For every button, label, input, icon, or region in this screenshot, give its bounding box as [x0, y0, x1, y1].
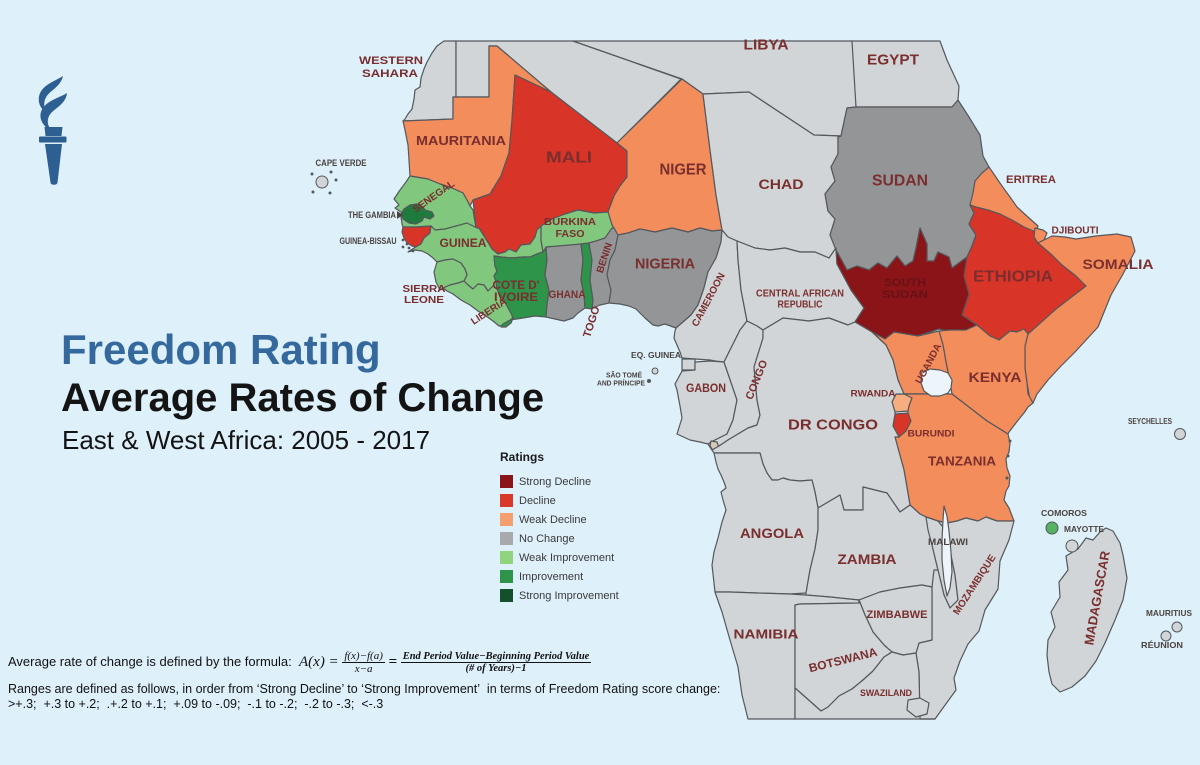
svg-text:BURKINA: BURKINA	[544, 216, 596, 228]
svg-text:ANGOLA: ANGOLA	[740, 525, 804, 541]
svg-text:NAMIBIA: NAMIBIA	[734, 627, 800, 642]
svg-text:COTE D': COTE D'	[493, 280, 540, 292]
svg-text:THE GAMBIA: THE GAMBIA	[348, 210, 396, 220]
svg-text:SOMALIA: SOMALIA	[1083, 256, 1154, 272]
svg-text:SEYCHELLES: SEYCHELLES	[1128, 416, 1172, 426]
svg-text:SUDAN: SUDAN	[872, 173, 928, 190]
svg-text:ETHIOPIA: ETHIOPIA	[973, 269, 1053, 286]
svg-text:CAPE VERDE: CAPE VERDE	[316, 158, 367, 168]
svg-text:SUDAN: SUDAN	[882, 289, 928, 301]
svg-text:AND PRÍNCIPE: AND PRÍNCIPE	[597, 379, 645, 388]
svg-text:TOGO: TOGO	[581, 304, 602, 339]
svg-text:SÃO TOMÉ: SÃO TOMÉ	[606, 371, 642, 380]
svg-text:CENTRAL AFRICAN: CENTRAL AFRICAN	[756, 289, 844, 300]
svg-text:RÉUNION: RÉUNION	[1141, 640, 1183, 650]
svg-text:RWANDA: RWANDA	[851, 389, 896, 400]
svg-text:SAHARA: SAHARA	[362, 68, 418, 80]
svg-text:LEONE: LEONE	[404, 294, 444, 306]
svg-text:SOUTH: SOUTH	[884, 277, 926, 289]
svg-text:GUINEA-BISSAU: GUINEA-BISSAU	[340, 236, 397, 246]
svg-text:MAURITIUS: MAURITIUS	[1146, 608, 1192, 618]
svg-text:MAURITANIA: MAURITANIA	[416, 134, 506, 148]
svg-text:SIERRA: SIERRA	[403, 283, 446, 295]
svg-text:GUINEA: GUINEA	[440, 236, 487, 250]
svg-text:NIGERIA: NIGERIA	[635, 256, 695, 273]
svg-text:GHANA: GHANA	[549, 289, 586, 301]
svg-text:MALAWI: MALAWI	[928, 537, 968, 547]
svg-text:WESTERN: WESTERN	[359, 55, 423, 67]
svg-text:EQ. GUINEA: EQ. GUINEA	[631, 350, 681, 360]
svg-text:FASO: FASO	[556, 228, 585, 240]
svg-text:ERITREA: ERITREA	[1006, 174, 1056, 186]
svg-text:EGYPT: EGYPT	[867, 52, 919, 69]
svg-text:KENYA: KENYA	[969, 369, 1022, 385]
svg-text:BURUNDI: BURUNDI	[908, 429, 955, 440]
svg-text:ZAMBIA: ZAMBIA	[838, 551, 897, 567]
svg-text:REPUBLIC: REPUBLIC	[778, 300, 823, 311]
svg-text:DJIBOUTI: DJIBOUTI	[1052, 226, 1099, 237]
svg-text:DR CONGO: DR CONGO	[788, 417, 878, 434]
svg-text:TANZANIA: TANZANIA	[928, 454, 997, 469]
svg-text:ZIMBABWE: ZIMBABWE	[867, 609, 928, 621]
svg-text:MALI: MALI	[546, 150, 592, 167]
svg-text:GABON: GABON	[686, 381, 726, 395]
svg-text:NIGER: NIGER	[660, 162, 707, 179]
svg-text:IVOIRE: IVOIRE	[494, 292, 538, 304]
svg-text:COMOROS: COMOROS	[1041, 508, 1087, 518]
svg-text:LIBYA: LIBYA	[744, 37, 789, 54]
svg-text:SWAZILAND: SWAZILAND	[860, 688, 912, 698]
svg-text:CHAD: CHAD	[759, 176, 804, 192]
svg-text:MAYOTTE: MAYOTTE	[1064, 524, 1104, 534]
